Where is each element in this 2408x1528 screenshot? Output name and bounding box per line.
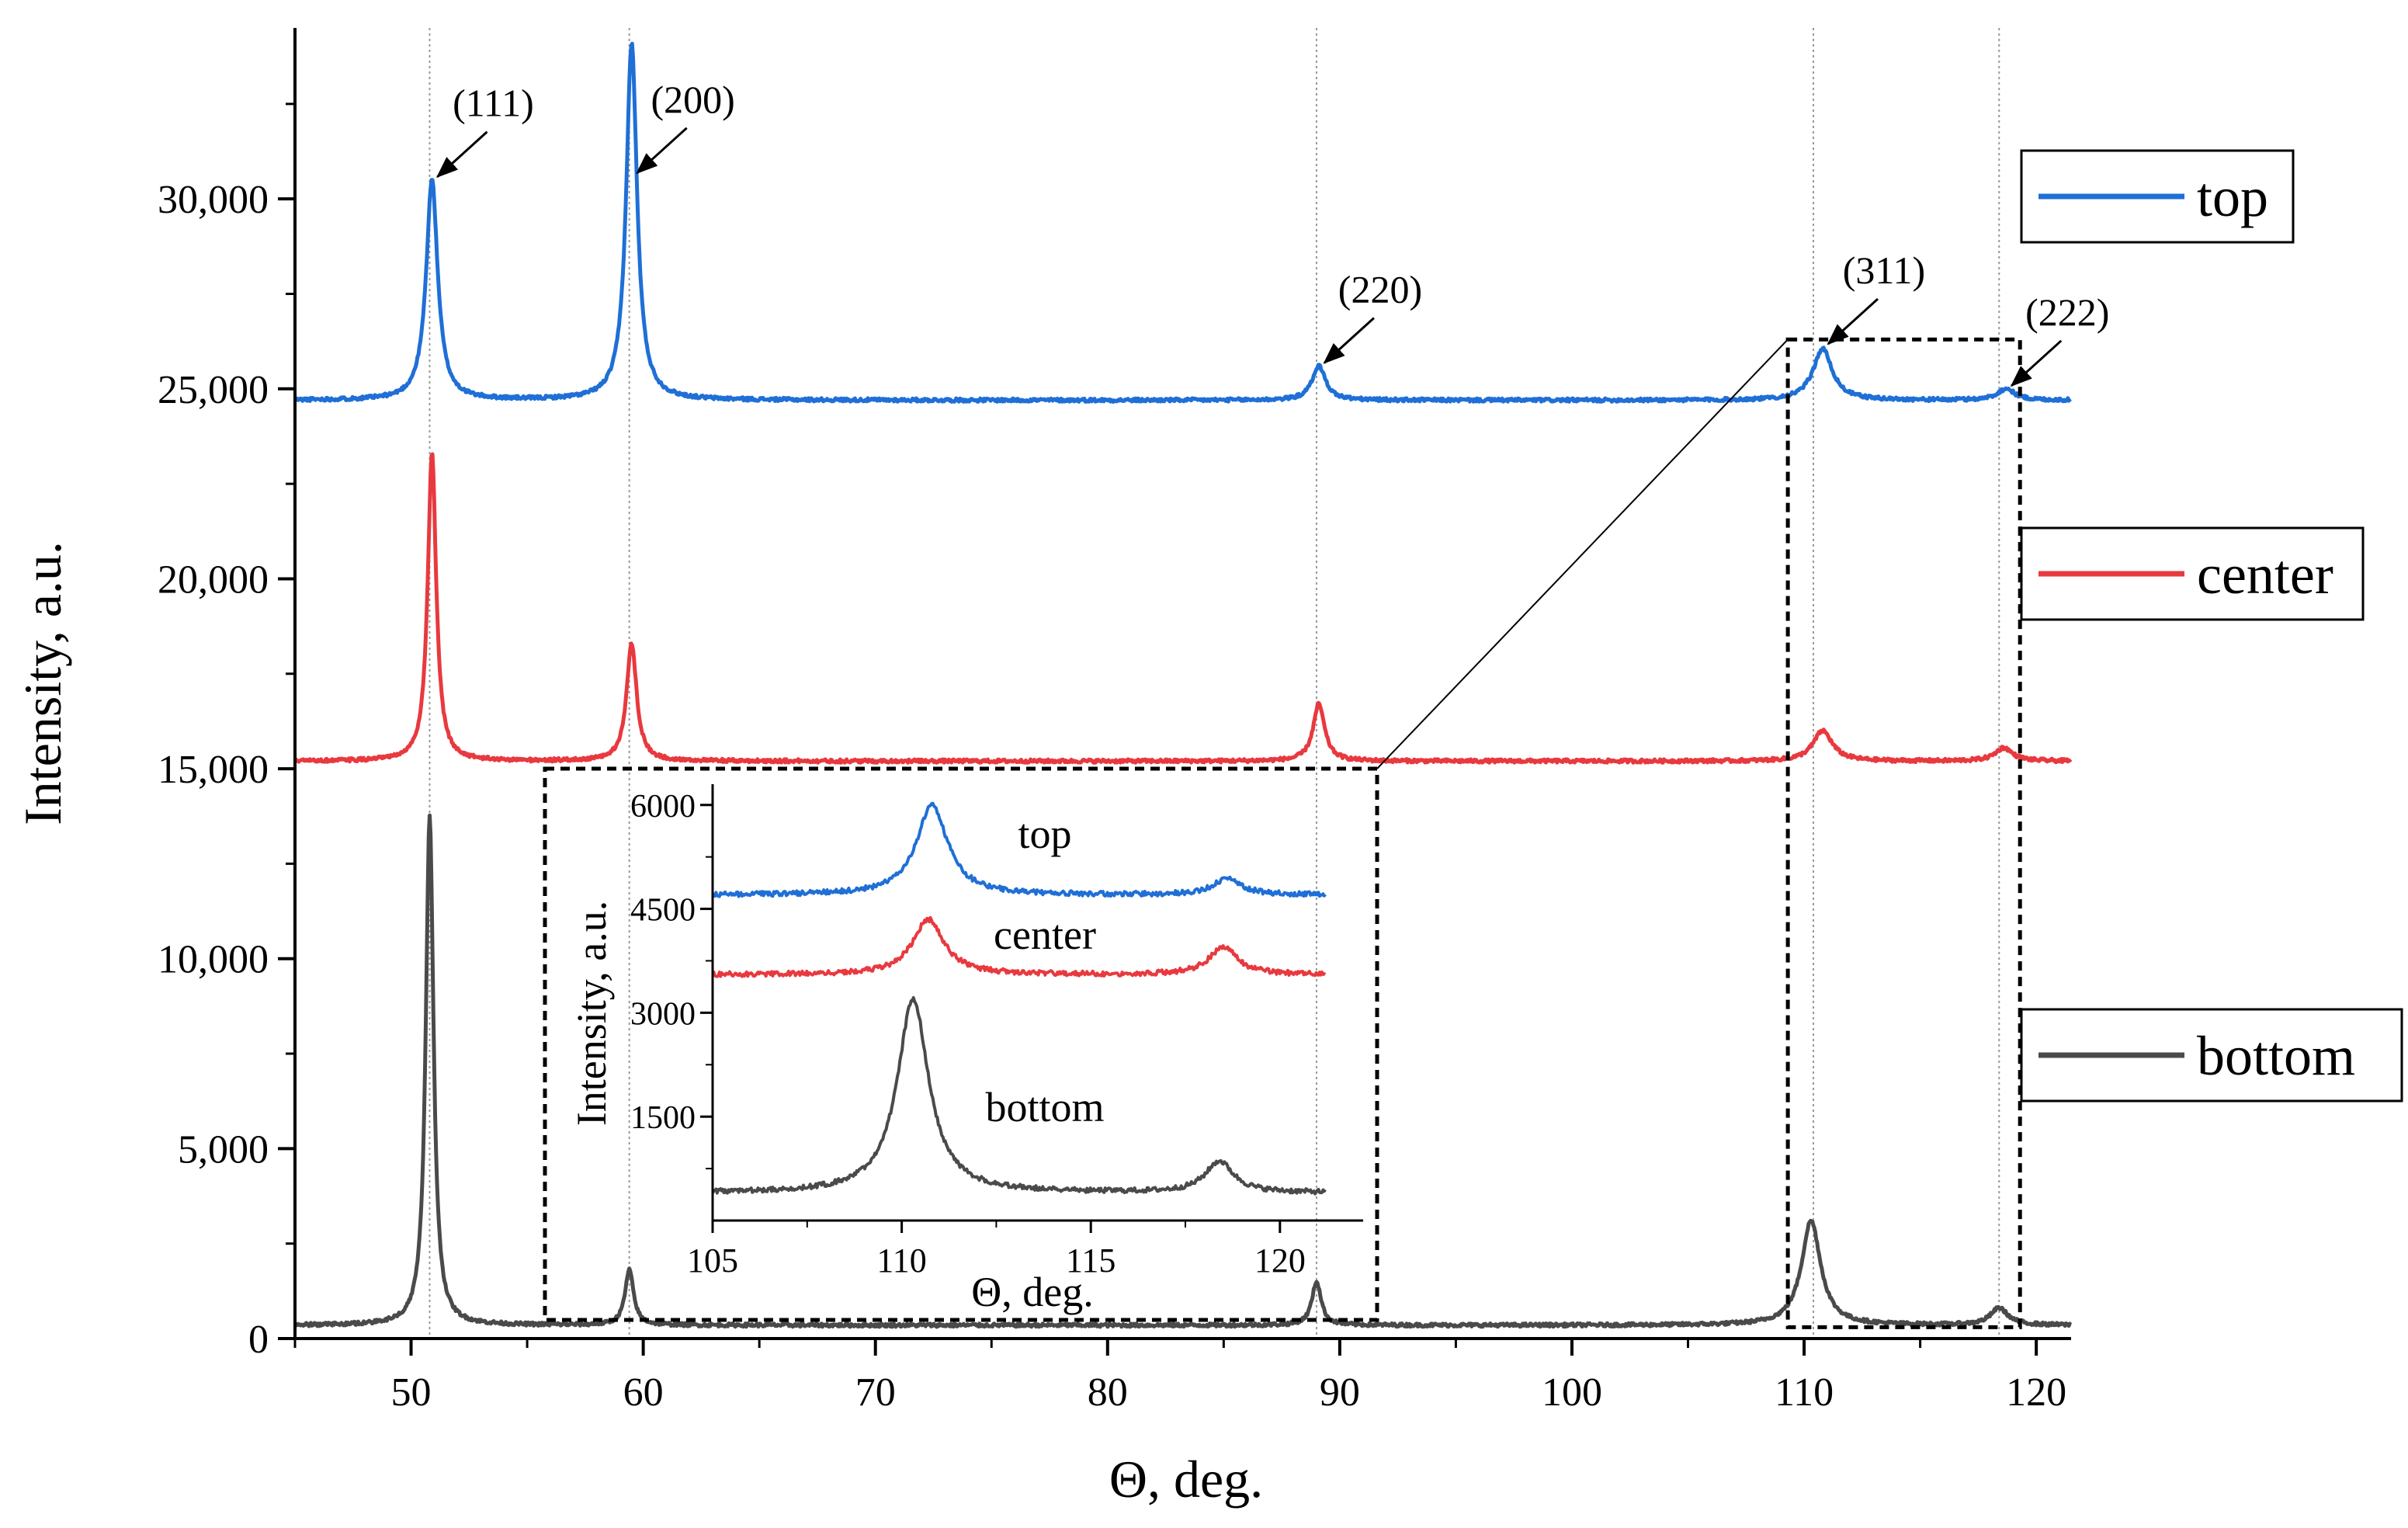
series-line-top (293, 41, 2072, 404)
inset-x-tick-label: 110 (876, 1242, 926, 1280)
inset-plot: 105 110 115 120 1500 3000 4500 6000 top center bo… (568, 784, 1363, 1315)
y-tick-label: 25,000 (158, 368, 269, 412)
y-tick-label: 0 (248, 1318, 269, 1362)
y-axis-title: Intensity, a.u. (13, 541, 72, 825)
x-tick-label: 90 (1320, 1370, 1360, 1415)
y-tick-label: 5,000 (178, 1127, 269, 1172)
y-tick-label: 15,000 (158, 748, 269, 792)
annotation-arrow (435, 130, 488, 179)
legend-label-top: top (2197, 166, 2268, 228)
inset-series-group (711, 801, 1327, 1196)
x-tick-label: 80 (1088, 1370, 1128, 1415)
x-tick-label: 50 (391, 1370, 432, 1415)
annotation-arrow (1827, 297, 1879, 346)
inset-x-tick-label: 115 (1066, 1242, 1116, 1280)
x-tick-label: 60 (623, 1370, 664, 1415)
inset-y-tick-label: 1500 (630, 1100, 696, 1136)
series-line-center (293, 452, 2073, 765)
inset-series-line-center (712, 915, 1327, 978)
inset-x-tick-label: 120 (1254, 1242, 1306, 1280)
zoom-connector-line (1376, 339, 1789, 769)
annotation-label: (200) (651, 78, 735, 121)
inset-y-tick-label: 3000 (630, 996, 696, 1032)
annotation-arrow (1323, 317, 1375, 364)
inset-x-tick-label: 105 (687, 1242, 738, 1280)
inset-y-axis-title: Intensity, a.u. (568, 901, 615, 1126)
main-reference-lines (429, 28, 2000, 1339)
legend: top center bottom (2020, 149, 2403, 1103)
main-series-group (293, 41, 2073, 1329)
annotation-label: (111) (453, 82, 534, 125)
annotation-label: (222) (2025, 290, 2109, 334)
y-tick-label: 30,000 (158, 178, 269, 222)
inset-frame (543, 766, 1379, 1322)
inset-y-tick-label: 6000 (630, 789, 696, 825)
legend-label-center: center (2197, 543, 2333, 606)
annotation-label: (311) (1843, 248, 1925, 292)
series-line-bottom (293, 813, 2073, 1329)
inset-axes: 105 110 115 120 1500 3000 4500 6000 (630, 784, 1363, 1280)
inset-series-line-bottom (711, 995, 1327, 1196)
x-tick-label: 110 (1775, 1370, 1834, 1415)
inset-series-line-top (711, 801, 1327, 898)
main-axes: 50 60 70 80 90 100 110 120 0 5,000 10,000 15,000 20,… (158, 28, 2071, 1415)
x-tick-label: 120 (2006, 1370, 2066, 1415)
x-tick-label: 100 (1542, 1370, 1602, 1415)
x-axis-title: Θ, deg. (1109, 1450, 1263, 1509)
zoom-region-frame (1785, 337, 2022, 1329)
inset-curve-labels: top center bottom (985, 811, 1104, 1130)
annotation-label: (220) (1338, 267, 1422, 311)
x-tick-label: 70 (855, 1370, 896, 1415)
inset-curve-label-top: top (1018, 811, 1071, 857)
zoom-indicators (543, 337, 2022, 1329)
legend-label-bottom: bottom (2197, 1025, 2355, 1087)
main-annotations: (111) (200) (220) (311) (222) (435, 78, 2109, 387)
annotation-arrow (636, 127, 688, 175)
y-tick-label: 10,000 (158, 938, 269, 982)
inset-curve-label-bottom: bottom (985, 1084, 1104, 1130)
y-tick-label: 20,000 (158, 557, 269, 602)
inset-curve-label-center: center (994, 912, 1096, 958)
inset-x-axis-title: Θ, deg. (971, 1269, 1093, 1315)
inset-y-tick-label: 4500 (630, 893, 696, 929)
